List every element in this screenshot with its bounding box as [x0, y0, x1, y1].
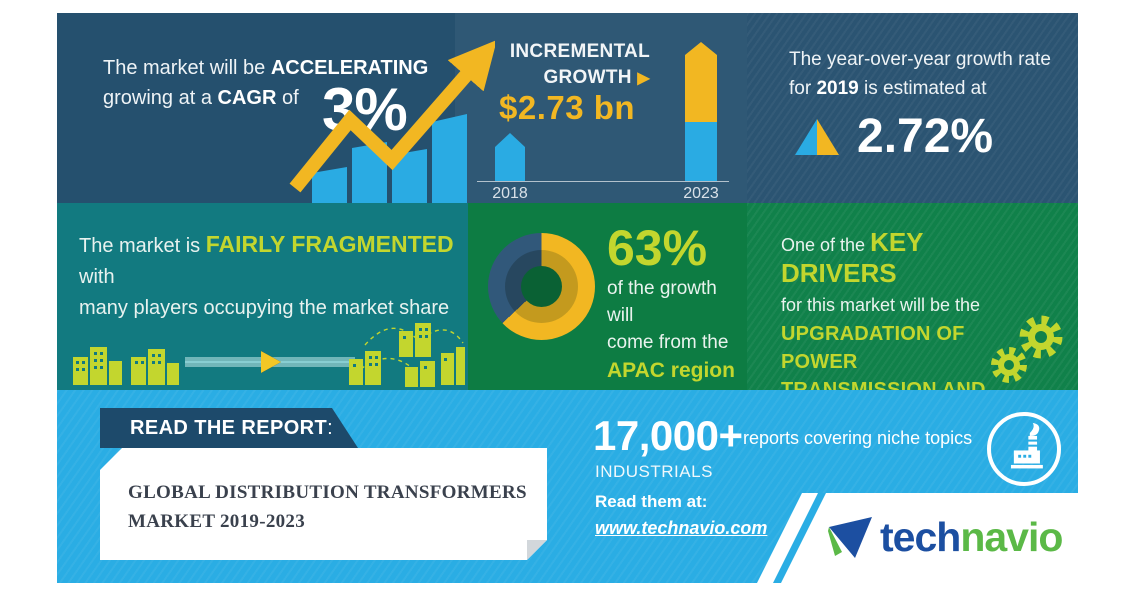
report-count: 17,000+ — [593, 412, 743, 459]
donut-chart — [488, 233, 595, 340]
technavio-logo[interactable]: technavio — [826, 514, 1063, 561]
bar-2018 — [495, 133, 525, 181]
yoy-growth-panel: The year-over-year growth rate for 2019 … — [747, 13, 1078, 203]
cagr-statement: The market will be ACCELERATING growing … — [103, 57, 429, 109]
trend-bar-3 — [392, 149, 427, 203]
technavio-link[interactable]: www.technavio.com — [595, 518, 768, 538]
market-players-illustration — [73, 323, 465, 387]
buildings-icon — [349, 323, 465, 387]
apac-share-value: 63% — [607, 220, 708, 276]
cagr-accelerating: ACCELERATING — [270, 57, 429, 79]
bar-2023 — [685, 42, 717, 181]
trend-bar-2 — [352, 142, 387, 203]
incremental-growth-value: $2.73 bn — [499, 89, 636, 126]
cagr-panel: The market will be ACCELERATING growing … — [57, 13, 455, 203]
chart-axis — [477, 181, 729, 182]
yoy-value-row: 2.72% — [793, 109, 993, 164]
cagr-text: The market will be — [103, 57, 271, 79]
trend-bar-4 — [432, 114, 467, 203]
logo-navio: navio — [960, 514, 1063, 560]
apac-region-label: APAC region — [607, 359, 735, 382]
industrials-badge — [987, 412, 1061, 486]
factory-icon — [1010, 422, 1043, 469]
yoy-value: 2.72% — [857, 110, 994, 163]
apac-growth-panel: 63% of the growth will come from the APA… — [468, 203, 747, 390]
donut-hole — [521, 266, 562, 307]
bar-2023-growth-segment — [685, 42, 717, 122]
report-count-tagline: reports covering niche topics — [743, 428, 973, 448]
buildings-icon — [73, 347, 179, 385]
fragmentation-statement: The market is FAIRLY FRAGMENTED with man… — [79, 231, 454, 319]
driver-name: UPGRADATION OF POWER TRANSMISSION AND DI… — [781, 323, 986, 390]
triangle-up-icon — [795, 118, 839, 155]
read-report-banner: READ THE REPORT: — [100, 408, 358, 448]
key-drivers-statement: One of the KEY DRIVERS for this market w… — [781, 227, 1041, 390]
axis-label-2018: 2018 — [492, 185, 528, 202]
apac-statement: 63% of the growth will come from the APA… — [607, 221, 747, 386]
bar-2023-base-segment — [685, 122, 717, 181]
report-title-card: GLOBAL DISTRIBUTION TRANSFORMERS MARKET … — [100, 448, 547, 560]
dashed-arcs — [360, 327, 464, 370]
logo-tech: tech — [880, 514, 961, 560]
report-title: GLOBAL DISTRIBUTION TRANSFORMERS MARKET … — [128, 482, 527, 532]
arrow-right-icon: ▶ — [637, 70, 650, 87]
yoy-statement: The year-over-year growth rate for 2019 … — [789, 49, 1051, 99]
read-report-label: READ THE REPORT — [130, 417, 328, 439]
up-arrow-icon — [289, 40, 495, 193]
trend-bar-1 — [312, 167, 347, 203]
category-label: INDUSTRIALS — [595, 462, 713, 481]
technavio-plane-icon — [828, 516, 872, 558]
fragmentation-panel: The market is FAIRLY FRAGMENTED with man… — [57, 203, 468, 390]
incremental-growth-label: INCREMENTAL GROWTH ▶ — [509, 41, 650, 88]
key-drivers-panel: One of the KEY DRIVERS for this market w… — [747, 203, 1078, 390]
axis-label-2023: 2023 — [683, 185, 719, 202]
folded-corner — [527, 540, 547, 560]
incremental-growth-panel: INCREMENTAL GROWTH ▶ $2.73 bn 2018 2023 — [455, 13, 747, 203]
gears-icon — [991, 315, 1063, 383]
play-arrow-icon — [261, 351, 281, 373]
read-them-at-label: Read them at: — [595, 492, 708, 511]
trend-arrow-chart — [289, 40, 495, 203]
